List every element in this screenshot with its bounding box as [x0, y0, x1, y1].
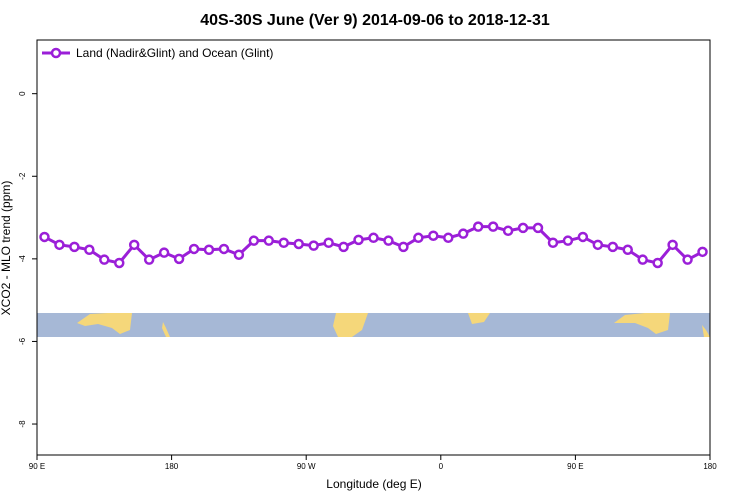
point	[158, 247, 170, 258]
point	[323, 237, 334, 249]
y-axis-label: XCO2 - MLO trend (ppm)	[0, 181, 13, 316]
point	[338, 241, 349, 253]
point	[69, 241, 80, 253]
x-tick-label: 90 E	[567, 462, 583, 471]
point	[308, 240, 319, 251]
point	[278, 237, 290, 249]
point	[592, 239, 604, 251]
point	[263, 235, 275, 246]
point	[203, 244, 215, 256]
point	[637, 254, 648, 265]
x-tick-label: 180	[703, 462, 717, 471]
point	[293, 238, 304, 250]
point	[353, 234, 364, 246]
y-tick-label: -2	[18, 172, 27, 180]
point	[457, 228, 469, 239]
x-tick-label: 90 W	[297, 462, 316, 471]
point	[697, 246, 708, 258]
legend-label: Land (Nadir&Glint) and Ocean (Glint)	[76, 46, 273, 60]
y-tick-label: -4	[18, 255, 27, 263]
point	[99, 254, 110, 265]
point	[517, 222, 529, 234]
point	[398, 241, 409, 253]
y-tick-label: 0	[18, 91, 27, 96]
x-tick-label: 90 E	[29, 462, 45, 471]
point	[248, 235, 260, 246]
point	[502, 225, 514, 237]
point	[233, 249, 245, 260]
point	[188, 243, 200, 255]
legend: Land (Nadir&Glint) and Ocean (Glint)	[42, 46, 273, 60]
point	[652, 257, 663, 269]
point	[143, 254, 155, 265]
x-tick-label: 0	[439, 462, 444, 471]
point	[547, 237, 559, 249]
point	[84, 244, 95, 256]
plot-frame	[36, 39, 711, 456]
point	[54, 239, 65, 251]
point	[622, 244, 633, 256]
point	[128, 239, 140, 251]
x-tick-label: 180	[165, 462, 179, 471]
point	[682, 254, 693, 265]
point	[428, 230, 439, 241]
map-strip	[37, 313, 710, 337]
series-line	[43, 225, 704, 265]
point	[607, 241, 619, 253]
point	[532, 222, 544, 234]
point	[39, 231, 50, 243]
y-tick-label: -8	[18, 420, 27, 428]
point	[443, 232, 454, 244]
chart-title: 40S-30S June (Ver 9) 2014-09-06 to 2018-…	[200, 12, 550, 29]
point	[472, 221, 484, 232]
legend-marker	[50, 47, 62, 59]
point	[667, 239, 678, 251]
y-tick-label: -6	[18, 337, 27, 345]
point	[218, 243, 230, 255]
x-axis-label: Longitude (deg E)	[326, 477, 421, 491]
point	[413, 232, 424, 244]
point	[368, 232, 379, 244]
point	[114, 257, 125, 269]
point	[577, 231, 589, 243]
point	[173, 253, 185, 265]
point	[562, 235, 574, 246]
point	[487, 221, 499, 232]
point	[383, 235, 394, 246]
